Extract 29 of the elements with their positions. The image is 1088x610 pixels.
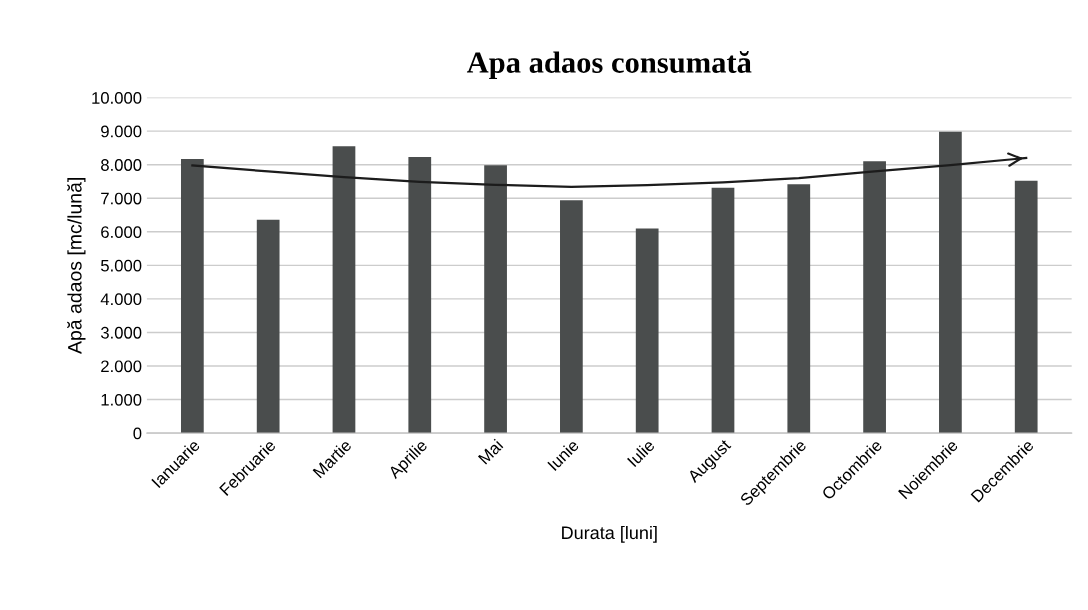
bar <box>711 187 735 434</box>
bar <box>939 131 962 434</box>
bar <box>332 146 356 434</box>
y-tick-label: 0 <box>133 427 142 440</box>
bar <box>1014 180 1038 434</box>
y-tick-label: 3.000 <box>100 326 142 339</box>
y-tick-label: 5.000 <box>100 259 142 272</box>
y-tick-label: 6.000 <box>101 226 142 238</box>
bar <box>484 165 507 434</box>
bar <box>256 219 280 434</box>
bar <box>408 156 432 434</box>
y-tick-label: 10.000 <box>92 92 142 104</box>
y-tick-label: 7.000 <box>101 192 142 205</box>
y-tick-label: 9.000 <box>101 125 142 138</box>
y-axis-title: Apă adaos [mc/lună] <box>67 178 86 354</box>
line-series <box>191 156 1028 188</box>
bar <box>635 228 659 434</box>
y-tick-label: 1.000 <box>101 393 142 406</box>
bar <box>560 200 583 434</box>
bar <box>787 184 811 434</box>
y-tick-label: 8.000 <box>101 159 142 171</box>
bar <box>180 159 204 434</box>
x-axis-title: Durata [luni] <box>562 525 657 543</box>
x-tick-label: Iulie <box>626 438 656 468</box>
bar <box>863 161 886 434</box>
y-tick-label: 4.000 <box>100 293 142 306</box>
x-tick-label: Mai <box>477 438 504 465</box>
chart-title: Apa adaos consumată <box>466 51 752 80</box>
y-tick-label: 2.000 <box>101 360 142 373</box>
